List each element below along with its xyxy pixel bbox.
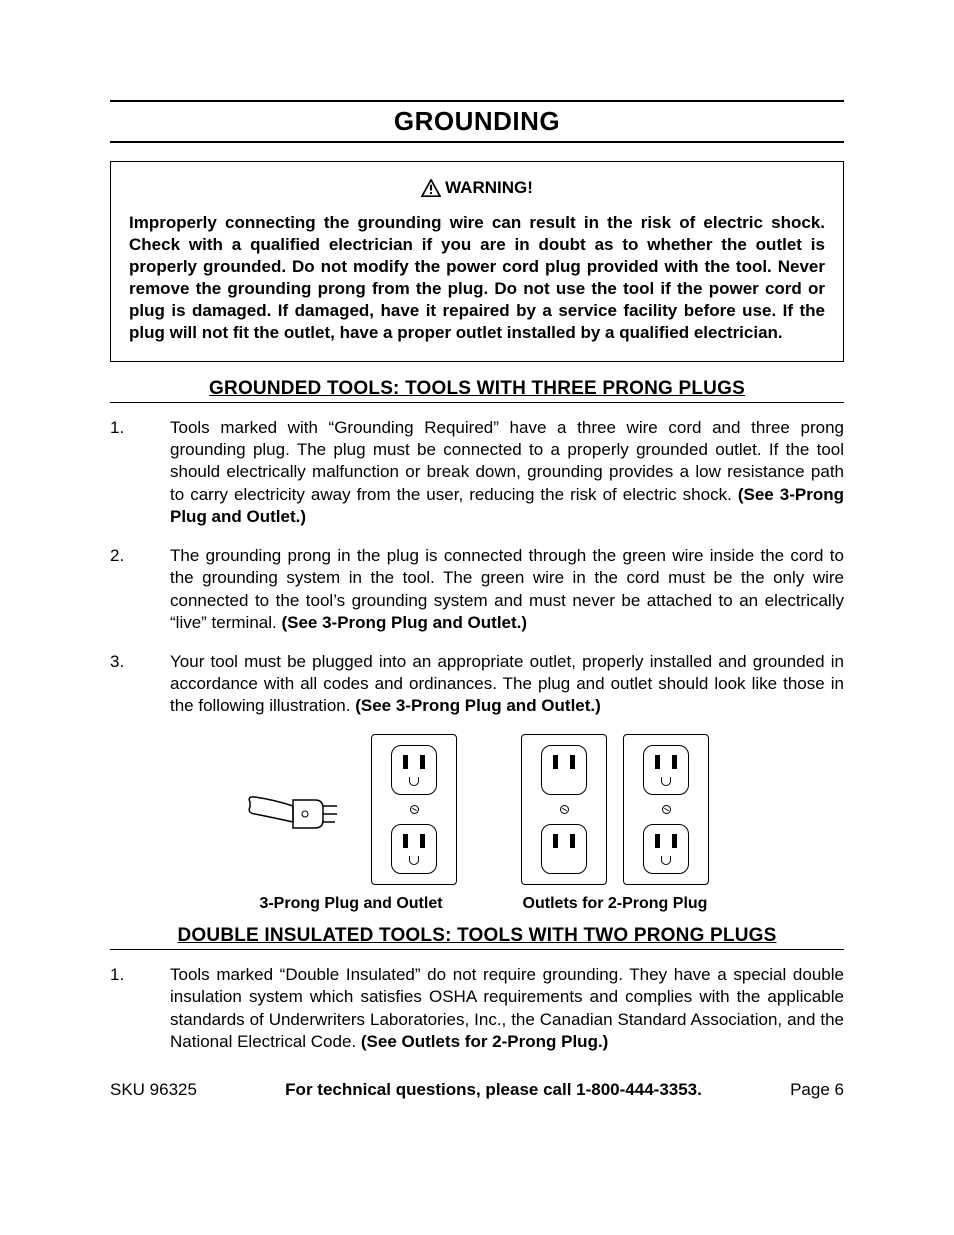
slot-icon [570, 834, 575, 848]
page-footer: SKU 96325 For technical questions, pleas… [110, 1080, 844, 1100]
section2-heading: DOUBLE INSULATED TOOLS: TOOLS WITH TWO P… [178, 925, 777, 946]
item-text: The grounding prong in the plug is conne… [170, 545, 844, 635]
receptacle [643, 745, 689, 795]
slot-icon [570, 755, 575, 769]
list-item: 2. The grounding prong in the plug is co… [110, 545, 844, 635]
ground-hole-icon [409, 777, 419, 786]
figure-group-2prong: Outlets for 2-Prong Plug [521, 734, 709, 913]
warning-triangle-icon [421, 179, 441, 197]
warning-box: WARNING! Improperly connecting the groun… [110, 161, 844, 362]
plug-icon [245, 764, 355, 854]
receptacle [643, 824, 689, 874]
section1-heading: GROUNDED TOOLS: TOOLS WITH THREE PRONG P… [209, 378, 745, 399]
slot-icon [403, 834, 408, 848]
item-number: 1. [110, 964, 138, 1054]
slot-icon [553, 755, 558, 769]
footer-page: Page 6 [790, 1080, 844, 1100]
item-text: Tools marked with “Grounding Required” h… [170, 417, 844, 529]
section1-heading-wrap: GROUNDED TOOLS: TOOLS WITH THREE PRONG P… [110, 378, 844, 403]
list-item: 3. Your tool must be plugged into an app… [110, 651, 844, 718]
figure-caption: Outlets for 2-Prong Plug [523, 895, 708, 913]
figure-group-3prong: 3-Prong Plug and Outlet [245, 734, 457, 913]
slot-icon [672, 834, 677, 848]
section2-list: 1. Tools marked “Double Insulated” do no… [110, 964, 844, 1054]
ground-hole-icon [661, 777, 671, 786]
slot-icon [672, 755, 677, 769]
receptacle [391, 745, 437, 795]
item-number: 3. [110, 651, 138, 718]
ground-hole-icon [661, 856, 671, 865]
warning-heading: WARNING! [129, 178, 825, 198]
slot-icon [420, 834, 425, 848]
slot-icon [553, 834, 558, 848]
list-item: 1. Tools marked with “Grounding Required… [110, 417, 844, 529]
section2-heading-wrap: DOUBLE INSULATED TOOLS: TOOLS WITH TWO P… [110, 925, 844, 950]
figure-row: 3-Prong Plug and Outlet [110, 734, 844, 913]
document-page: GROUNDING WARNING! Improperly connecting… [0, 0, 954, 1160]
page-title: GROUNDING [394, 106, 560, 136]
screw-icon [662, 805, 671, 814]
screw-icon [560, 805, 569, 814]
footer-support: For technical questions, please call 1-8… [285, 1080, 702, 1100]
item-text: Tools marked “Double Insulated” do not r… [170, 964, 844, 1054]
footer-sku: SKU 96325 [110, 1080, 197, 1100]
slot-icon [403, 755, 408, 769]
outlet-3prong [623, 734, 709, 885]
item-number: 2. [110, 545, 138, 635]
receptacle [391, 824, 437, 874]
section1-list: 1. Tools marked with “Grounding Required… [110, 417, 844, 718]
list-item: 1. Tools marked “Double Insulated” do no… [110, 964, 844, 1054]
outlet-2prong [521, 734, 607, 885]
slot-icon [655, 834, 660, 848]
item-text: Your tool must be plugged into an approp… [170, 651, 844, 718]
receptacle [541, 745, 587, 795]
warning-label: WARNING! [445, 178, 533, 198]
outlet-3prong [371, 734, 457, 885]
slot-icon [420, 755, 425, 769]
slot-icon [655, 755, 660, 769]
warning-body: Improperly connecting the grounding wire… [129, 212, 825, 345]
screw-icon [410, 805, 419, 814]
title-bar: GROUNDING [110, 100, 844, 143]
item-number: 1. [110, 417, 138, 529]
receptacle [541, 824, 587, 874]
ground-hole-icon [409, 856, 419, 865]
figure-caption: 3-Prong Plug and Outlet [259, 895, 442, 913]
